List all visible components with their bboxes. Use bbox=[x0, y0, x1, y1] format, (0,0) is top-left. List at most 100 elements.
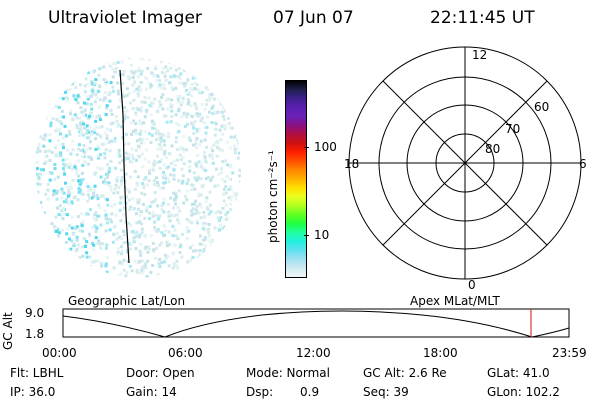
uv-pixel bbox=[92, 248, 96, 252]
uv-pixel bbox=[83, 84, 87, 88]
uv-pixel bbox=[71, 63, 75, 67]
uv-pixel bbox=[244, 62, 247, 65]
uv-pixel bbox=[94, 236, 98, 240]
uv-pixel bbox=[85, 102, 89, 106]
uv-pixel bbox=[46, 79, 50, 83]
uv-pixel bbox=[80, 178, 83, 182]
uv-pixel bbox=[105, 60, 109, 64]
uv-pixel bbox=[160, 147, 164, 151]
uv-pixel bbox=[187, 229, 191, 233]
uv-pixel bbox=[35, 103, 39, 107]
uv-pixel bbox=[191, 88, 195, 92]
uv-pixel bbox=[200, 91, 204, 94]
uv-pixel bbox=[35, 160, 39, 164]
uv-pixel bbox=[63, 77, 66, 81]
uv-pixel bbox=[217, 172, 221, 176]
uv-pixel bbox=[109, 159, 113, 163]
uv-pixel bbox=[221, 149, 224, 153]
uv-pixel bbox=[160, 60, 163, 64]
uv-pixel bbox=[236, 78, 240, 82]
uv-pixel bbox=[203, 236, 207, 240]
uv-pixel bbox=[94, 218, 98, 222]
uv-pixel bbox=[143, 130, 147, 134]
uv-pixel bbox=[140, 259, 144, 263]
uv-pixel bbox=[134, 111, 138, 115]
uv-pixel bbox=[228, 163, 232, 167]
uv-pixel bbox=[193, 81, 197, 85]
uv-pixel bbox=[169, 102, 172, 106]
uv-pixel bbox=[43, 161, 47, 165]
uv-pixel bbox=[73, 163, 77, 167]
uv-pixel bbox=[36, 266, 40, 270]
uv-pixel bbox=[209, 210, 213, 214]
uv-pixel bbox=[102, 78, 106, 81]
uv-pixel bbox=[143, 281, 146, 284]
uv-pixel bbox=[177, 221, 181, 225]
uv-pixel bbox=[231, 81, 235, 85]
uv-pixel bbox=[55, 189, 59, 193]
uv-pixel bbox=[240, 95, 241, 99]
uv-pixel bbox=[59, 151, 63, 155]
uv-pixel bbox=[153, 191, 157, 195]
uv-pixel bbox=[149, 234, 153, 238]
uv-pixel bbox=[103, 61, 107, 65]
uv-pixel bbox=[50, 96, 54, 100]
uv-pixel bbox=[202, 223, 206, 227]
geographic-title: Geographic Lat/Lon bbox=[68, 294, 186, 308]
uv-pixel bbox=[206, 207, 210, 211]
uv-pixel bbox=[50, 171, 54, 175]
uv-pixel bbox=[242, 123, 245, 126]
uv-pixel bbox=[192, 212, 196, 216]
uv-pixel bbox=[109, 188, 113, 192]
uv-pixel bbox=[114, 166, 117, 170]
uv-pixel bbox=[201, 69, 205, 72]
uv-pixel bbox=[177, 130, 181, 133]
uv-pixel bbox=[163, 180, 167, 184]
uv-pixel bbox=[115, 231, 119, 235]
uv-pixel bbox=[130, 279, 133, 282]
uv-pixel bbox=[190, 121, 193, 125]
uv-pixel bbox=[185, 230, 189, 234]
uv-pixel bbox=[68, 249, 72, 252]
uv-pixel bbox=[165, 120, 169, 124]
uv-pixel bbox=[113, 202, 117, 206]
uv-pixel bbox=[162, 171, 165, 174]
uv-pixel bbox=[42, 109, 46, 113]
uv-pixel bbox=[207, 233, 211, 237]
uv-pixel bbox=[76, 101, 80, 105]
uv-pixel bbox=[213, 133, 217, 137]
uv-pixel bbox=[181, 156, 185, 160]
uv-pixel bbox=[145, 87, 148, 91]
uv-pixel bbox=[140, 231, 144, 235]
uv-pixel bbox=[127, 142, 130, 146]
uv-pixel bbox=[65, 200, 69, 204]
uv-pixel bbox=[233, 236, 237, 240]
uv-pixel bbox=[77, 181, 81, 185]
uv-pixel bbox=[58, 95, 62, 99]
uv-pixel bbox=[133, 187, 137, 191]
uv-pixel bbox=[36, 243, 40, 247]
uv-pixel bbox=[211, 112, 215, 115]
uv-pixel bbox=[31, 97, 34, 100]
uv-pixel bbox=[211, 104, 215, 108]
uv-pixel bbox=[53, 66, 57, 70]
uv-pixel bbox=[36, 63, 40, 67]
uv-pixel bbox=[53, 163, 57, 166]
uv-pixel bbox=[141, 202, 145, 206]
uv-pixel bbox=[126, 154, 130, 158]
uv-pixel bbox=[176, 237, 180, 241]
uv-pixel bbox=[189, 270, 193, 274]
uv-pixel bbox=[243, 130, 246, 133]
uv-pixel bbox=[205, 103, 209, 106]
uv-pixel bbox=[48, 133, 52, 137]
uv-pixel bbox=[176, 97, 180, 101]
uv-pixel bbox=[244, 220, 247, 223]
uv-pixel bbox=[192, 131, 196, 135]
uv-pixel bbox=[174, 202, 178, 206]
uv-pixel bbox=[212, 143, 216, 147]
uv-pixel bbox=[72, 196, 76, 200]
uv-pixel bbox=[160, 208, 164, 212]
uv-pixel bbox=[100, 262, 104, 266]
uv-pixel bbox=[213, 226, 217, 230]
uv-pixel bbox=[156, 273, 160, 276]
